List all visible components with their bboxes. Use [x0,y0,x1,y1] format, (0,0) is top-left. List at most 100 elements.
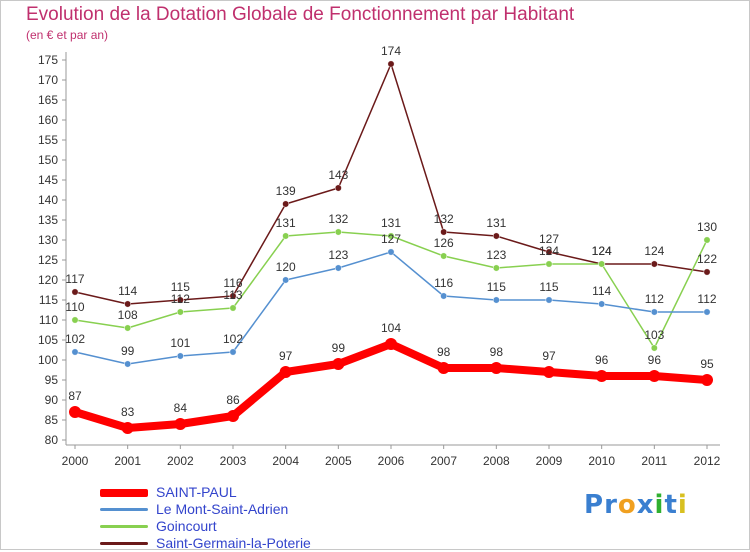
data-label: 112 [697,292,716,306]
legend-swatch [100,489,148,497]
x-tick-label: 2009 [536,454,563,468]
data-label: 84 [174,401,188,415]
series-line [73,340,708,432]
data-point [71,288,79,296]
logo-letter: i [654,490,665,520]
y-tick-label: 145 [38,173,58,187]
data-point [543,366,555,378]
data-point [387,248,395,256]
data-label: 130 [697,220,717,234]
data-label: 96 [648,353,662,367]
data-point [703,236,711,244]
x-tick-label: 2008 [483,454,510,468]
data-label: 132 [328,212,348,226]
data-label: 87 [68,389,82,403]
data-label: 132 [434,212,454,226]
data-label: 116 [434,276,453,290]
data-point [648,370,661,382]
data-point [279,366,292,378]
data-label: 110 [65,300,84,314]
x-tick-label: 2010 [588,454,615,468]
x-axis-ticks: 2000 2001 2002 2003 2004 2005 2006 2007 2008 2009… [62,445,721,468]
data-point [71,316,79,324]
chart-title: Evolution de la Dotation Globale de Fonc… [26,4,575,25]
legend-label: SAINT-PAUL [156,484,237,500]
x-tick-label: 2004 [272,454,299,468]
data-label: 97 [279,349,293,363]
data-label: 98 [490,345,504,359]
legend-label: Goincourt [156,518,217,534]
y-tick-label: 95 [45,373,59,387]
data-label: 95 [700,357,714,371]
data-label: 113 [223,288,242,302]
data-point [437,362,450,374]
data-label: 124 [644,244,664,258]
data-label: 139 [276,184,296,198]
data-point [71,348,79,356]
y-tick-label: 170 [38,73,58,87]
data-point [595,370,608,382]
data-label: 98 [437,345,451,359]
data-label: 143 [328,168,348,182]
data-label: 108 [118,308,138,322]
x-tick-label: 2005 [325,454,352,468]
data-point [334,228,342,236]
data-point [124,300,132,308]
data-label: 116 [223,276,242,290]
data-point [334,264,342,272]
logo-letter: t [664,490,678,520]
proxiti-logo: Proxiti [584,490,688,520]
data-label: 114 [592,284,611,298]
y-tick-label: 160 [38,113,58,127]
data-point [598,300,606,308]
data-label: 127 [381,232,401,246]
y-tick-label: 140 [38,193,58,207]
data-label: 123 [328,248,348,262]
data-point [176,308,184,316]
series-line [74,63,708,305]
data-label: 104 [381,321,401,335]
data-label: 174 [381,44,401,58]
axes [65,52,720,446]
data-label: 115 [539,280,558,294]
data-point [282,232,290,240]
data-label: 124 [539,244,559,258]
data-point [229,292,237,300]
data-label: 102 [223,332,243,346]
data-point [332,358,345,370]
legend-label: Le Mont-Saint-Adrien [156,501,289,517]
x-tick-label: 2001 [114,454,141,468]
data-label: 96 [595,353,609,367]
data-label: 112 [645,292,664,306]
data-point [492,296,500,304]
data-label: 123 [486,248,506,262]
data-point [124,360,132,368]
data-label: 124 [592,244,612,258]
data-label: 120 [276,260,296,274]
y-tick-label: 165 [38,93,58,107]
logo-letter: P [584,490,605,520]
data-point [385,338,397,350]
data-point [492,232,500,240]
data-label: 83 [121,405,135,419]
data-point [176,352,184,360]
y-tick-label: 100 [38,353,58,367]
data-label: 101 [170,336,190,350]
data-point [490,362,503,374]
data-label: 103 [644,328,664,342]
data-point [124,324,132,332]
data-point [650,260,658,268]
data-point [176,296,184,304]
data-point [545,260,553,268]
data-point [174,418,187,430]
y-tick-label: 105 [38,333,58,347]
data-point [282,276,290,284]
data-point [701,374,713,386]
data-point [598,260,606,268]
legend-swatch [100,542,148,545]
y-tick-label: 120 [38,273,58,287]
data-label: 122 [697,252,717,266]
data-label: 97 [542,349,556,363]
data-point [650,308,658,316]
